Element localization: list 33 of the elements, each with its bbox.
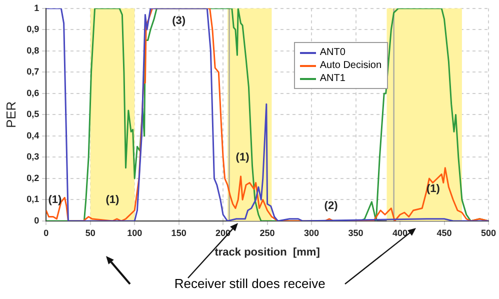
x-tick-label: 50 (85, 228, 96, 238)
text: Receiver still does receive (174, 276, 326, 291)
annotation: (2) (324, 200, 338, 212)
x-tick-label: 450 (436, 228, 452, 238)
x-tick-label: 0 (44, 228, 49, 238)
y-tick-label: 0,5 (26, 109, 40, 120)
y-tick-label: 0,8 (26, 45, 40, 56)
legend-label: ANT1 (320, 72, 346, 86)
y-tick-label: 0,3 (26, 152, 40, 162)
y-tick-label: 0,1 (26, 194, 40, 204)
x-tick-label: 250 (260, 228, 275, 238)
y-tick-label: 0,7 (26, 66, 40, 77)
y-tick-label: 0,6 (26, 88, 40, 98)
y-tick-label: 0,9 (26, 24, 40, 34)
x-tick-label: 400 (392, 228, 408, 238)
annotation: (3) (172, 15, 186, 28)
annotation: (1) (236, 151, 250, 164)
y-tick-label: 1 (34, 2, 40, 13)
x-tick-label: 100 (127, 228, 142, 238)
legend-label: Auto Decision (320, 59, 382, 72)
x-tick-label: 350 (348, 228, 364, 238)
y-axis-title: PER (3, 101, 18, 128)
y-tick-label: 0,4 (26, 130, 40, 140)
x-tick-label: 150 (171, 228, 186, 238)
x-axis-title: track position [mm] (214, 246, 320, 258)
y-tick-label: 0 (34, 215, 40, 226)
annotation: (1) (426, 183, 440, 196)
annotation: (1) (48, 194, 62, 206)
y-tick-label: 0,2 (26, 172, 40, 183)
legend-label: ANT0 (320, 46, 346, 60)
x-tick-label: 300 (304, 228, 320, 238)
annotation: (1) (106, 194, 120, 206)
x-tick-label: 500 (480, 228, 496, 238)
